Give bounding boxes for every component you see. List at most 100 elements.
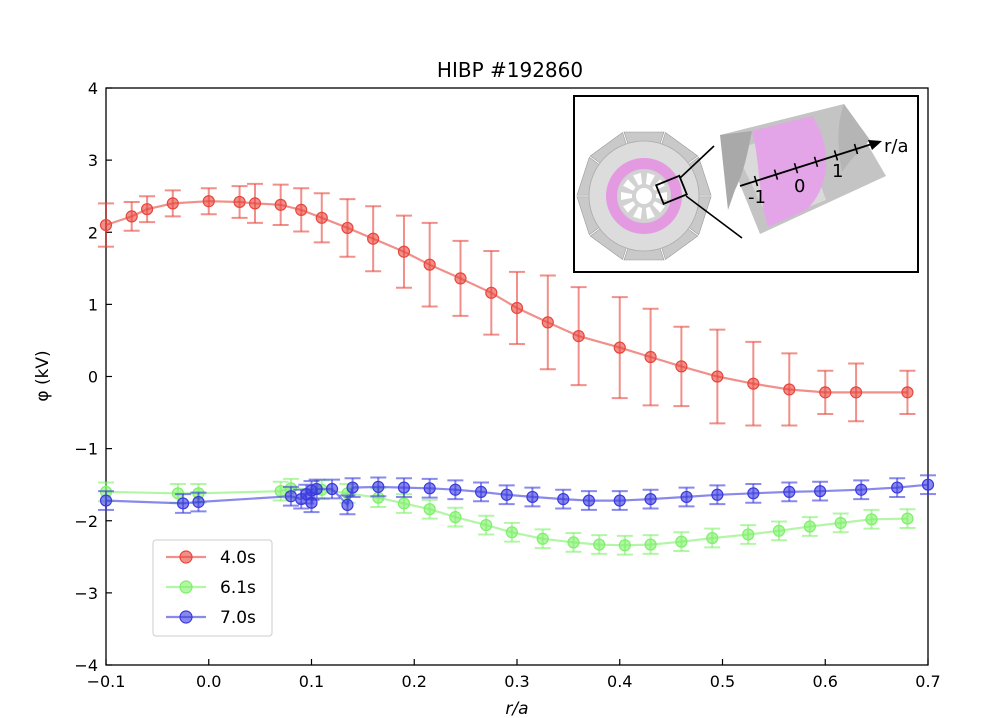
data-point	[644, 538, 657, 551]
x-tick-label: −0.1	[87, 672, 126, 691]
y-tick-label: 0	[88, 368, 98, 387]
legend-item-6.1s: 6.1s	[166, 578, 256, 598]
inset-axis-label: r/a	[884, 136, 909, 157]
data-point	[449, 483, 462, 496]
data-point	[855, 483, 868, 496]
inner-notch	[645, 206, 655, 220]
data-point	[397, 497, 411, 510]
data-point	[305, 496, 318, 509]
legend-marker	[179, 550, 193, 564]
chart-title: HIBP #192860	[437, 58, 583, 82]
y-tick-label: −3	[74, 584, 98, 603]
data-point	[372, 480, 385, 493]
zoomed-plasma-region	[720, 104, 886, 234]
inset-tick	[773, 169, 779, 180]
x-tick-label: 0.7	[915, 672, 940, 691]
legend: 4.0s 6.1s 7.0s	[152, 539, 273, 637]
data-point	[675, 360, 688, 373]
data-point	[783, 485, 796, 498]
zoom-line-bottom	[685, 195, 743, 239]
y-tick-label: 2	[88, 223, 98, 242]
data-point	[500, 488, 513, 501]
data-point	[99, 218, 113, 232]
legend-item-4.0s: 4.0s	[166, 548, 256, 568]
data-point	[248, 197, 262, 210]
data-point	[510, 301, 524, 315]
series-layer	[98, 182, 936, 556]
data-point	[423, 482, 436, 495]
device-cross-section-icon	[576, 131, 712, 261]
inner-notch	[623, 201, 636, 213]
zoom-line-top	[679, 145, 715, 179]
data-point	[176, 497, 190, 510]
data-point	[618, 539, 631, 552]
x-tick-label: 0.2	[402, 672, 427, 691]
inner-notch	[623, 179, 636, 191]
data-point	[849, 386, 863, 399]
data-point	[572, 330, 585, 343]
x-tick-label: 0.6	[813, 672, 838, 691]
data-point	[284, 490, 298, 503]
series-4.0s	[98, 182, 916, 427]
inner-notch	[633, 172, 643, 186]
data-point	[397, 481, 411, 494]
data-point	[772, 524, 786, 537]
data-point	[141, 203, 154, 216]
y-tick-label: 4	[88, 79, 98, 98]
legend-marker	[179, 580, 193, 594]
data-point	[274, 198, 287, 211]
data-point	[346, 481, 359, 494]
data-point	[644, 493, 657, 506]
data-point	[367, 232, 380, 245]
data-point	[423, 258, 436, 271]
inner-notch	[652, 201, 665, 213]
data-point	[901, 512, 914, 525]
data-point	[325, 482, 339, 496]
y-tick-label: −1	[74, 440, 98, 459]
inner-notch	[633, 206, 643, 220]
data-point	[834, 516, 847, 530]
data-point	[747, 377, 760, 390]
inset-tick-label-1: 1	[832, 161, 843, 182]
series-line	[105, 200, 908, 394]
inset-tick	[813, 156, 819, 168]
inner-notch	[645, 172, 655, 186]
series-7.0s	[98, 474, 936, 516]
legend-item-7.0s: 7.0s	[166, 608, 256, 628]
data-point	[613, 341, 626, 354]
x-tick-label: 0.0	[196, 672, 221, 691]
data-point	[675, 535, 688, 548]
data-point	[315, 211, 328, 224]
data-point	[341, 498, 354, 511]
data-point	[644, 350, 657, 364]
data-point	[202, 195, 215, 208]
data-point	[706, 531, 719, 545]
data-point	[901, 386, 914, 399]
series-6.1s	[98, 477, 916, 556]
data-point	[819, 386, 832, 399]
inset-tick	[793, 162, 799, 174]
legend-label: 4.0s	[220, 548, 256, 568]
data-point	[526, 490, 539, 504]
data-point	[567, 536, 580, 549]
data-point	[480, 518, 493, 532]
inset-tick	[833, 150, 839, 161]
data-point	[423, 503, 436, 516]
data-point	[233, 195, 246, 209]
data-point	[613, 494, 626, 507]
data-point	[485, 286, 498, 299]
data-point	[536, 532, 549, 545]
legend-label: 7.0s	[220, 608, 256, 628]
data-point	[557, 493, 570, 506]
data-point	[295, 203, 308, 216]
data-point	[921, 478, 935, 491]
legend-label: 6.1s	[220, 578, 256, 598]
data-point	[582, 494, 596, 507]
data-point	[541, 316, 554, 329]
x-tick-label: 0.1	[299, 672, 324, 691]
data-point	[865, 513, 878, 526]
data-point	[505, 526, 518, 539]
data-point	[803, 520, 816, 533]
y-axis-title: φ (kV)	[33, 350, 53, 401]
data-point	[341, 221, 354, 235]
